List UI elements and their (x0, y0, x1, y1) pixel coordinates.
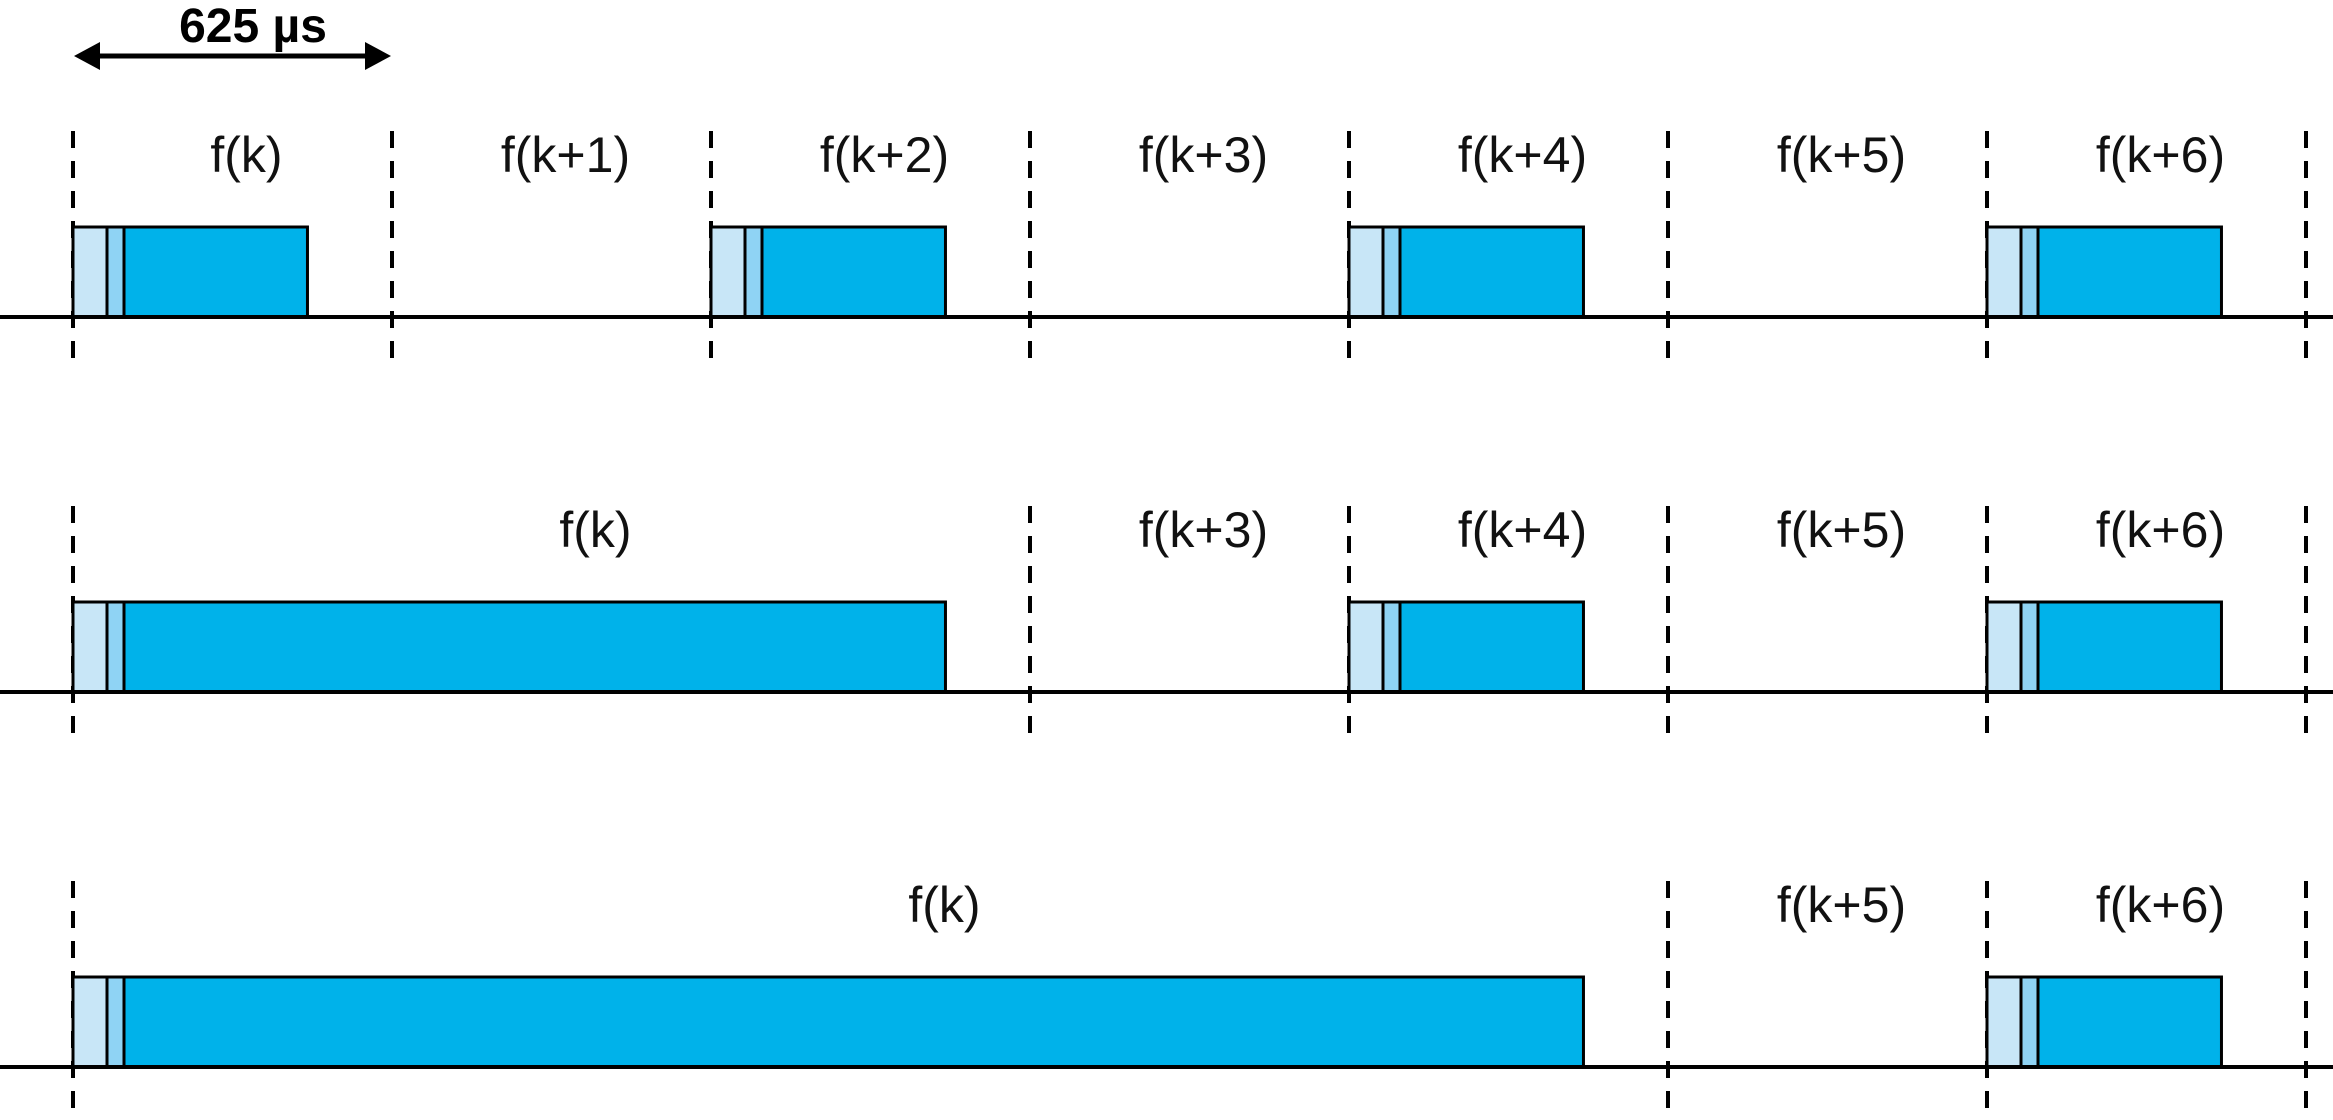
packet-access-code (71, 225, 109, 319)
timeline-row: f(k) f(k+3) f(k+4) f(k+5) f(k+6) (0, 502, 2333, 745)
slot-label: f(k+6) (2096, 127, 2225, 183)
packet-payload (71, 600, 947, 694)
packet-header (105, 600, 126, 694)
packet (1985, 600, 2223, 694)
timeline-row: f(k) f(k+1) f(k+2) f(k+3) f(k+4) f(k+5) f(k+6) (0, 127, 2333, 370)
packet (1347, 600, 1585, 694)
packet-access-code (1985, 975, 2023, 1069)
packet-header (105, 975, 126, 1069)
packet-access-code (71, 600, 109, 694)
slot-label: f(k+6) (2096, 877, 2225, 933)
slot-label: f(k+5) (1777, 502, 1906, 558)
packet-header (2019, 975, 2040, 1069)
packet-access-code (71, 975, 109, 1069)
packet-access-code (1347, 225, 1385, 319)
slot-label: f(k) (908, 877, 980, 933)
packet-header (2019, 600, 2040, 694)
packet (709, 225, 947, 319)
packet-header (2019, 225, 2040, 319)
packet-access-code (1985, 225, 2023, 319)
packet-access-code (709, 225, 747, 319)
duration-label: 625 µs (179, 0, 327, 53)
slot-label: f(k+4) (1458, 502, 1587, 558)
slot-label: f(k+1) (501, 127, 630, 183)
arrow-right-icon (365, 42, 391, 70)
slot-label: f(k+3) (1139, 502, 1268, 558)
slot-label: f(k) (559, 502, 631, 558)
slot-label: f(k+2) (820, 127, 949, 183)
packet-access-code (1347, 600, 1385, 694)
slot-label: f(k+5) (1777, 127, 1906, 183)
packet (1347, 225, 1585, 319)
packet-header (1381, 225, 1402, 319)
packet (71, 975, 1585, 1069)
slot-label: f(k+3) (1139, 127, 1268, 183)
slot-label: f(k+4) (1458, 127, 1587, 183)
slot-label: f(k) (210, 127, 282, 183)
packet-access-code (1985, 600, 2023, 694)
timeline-row: f(k) f(k+5) f(k+6) (0, 877, 2333, 1120)
slot-label: f(k+6) (2096, 502, 2225, 558)
packet (1985, 975, 2223, 1069)
packet (1985, 225, 2223, 319)
packet-payload (71, 975, 1585, 1069)
packet (71, 600, 947, 694)
packet (71, 225, 309, 319)
packet-header (105, 225, 126, 319)
duration-indicator: 625 µs (74, 0, 391, 70)
packet-header (1381, 600, 1402, 694)
slot-label: f(k+5) (1777, 877, 1906, 933)
arrow-left-icon (74, 42, 100, 70)
packet-header (743, 225, 764, 319)
